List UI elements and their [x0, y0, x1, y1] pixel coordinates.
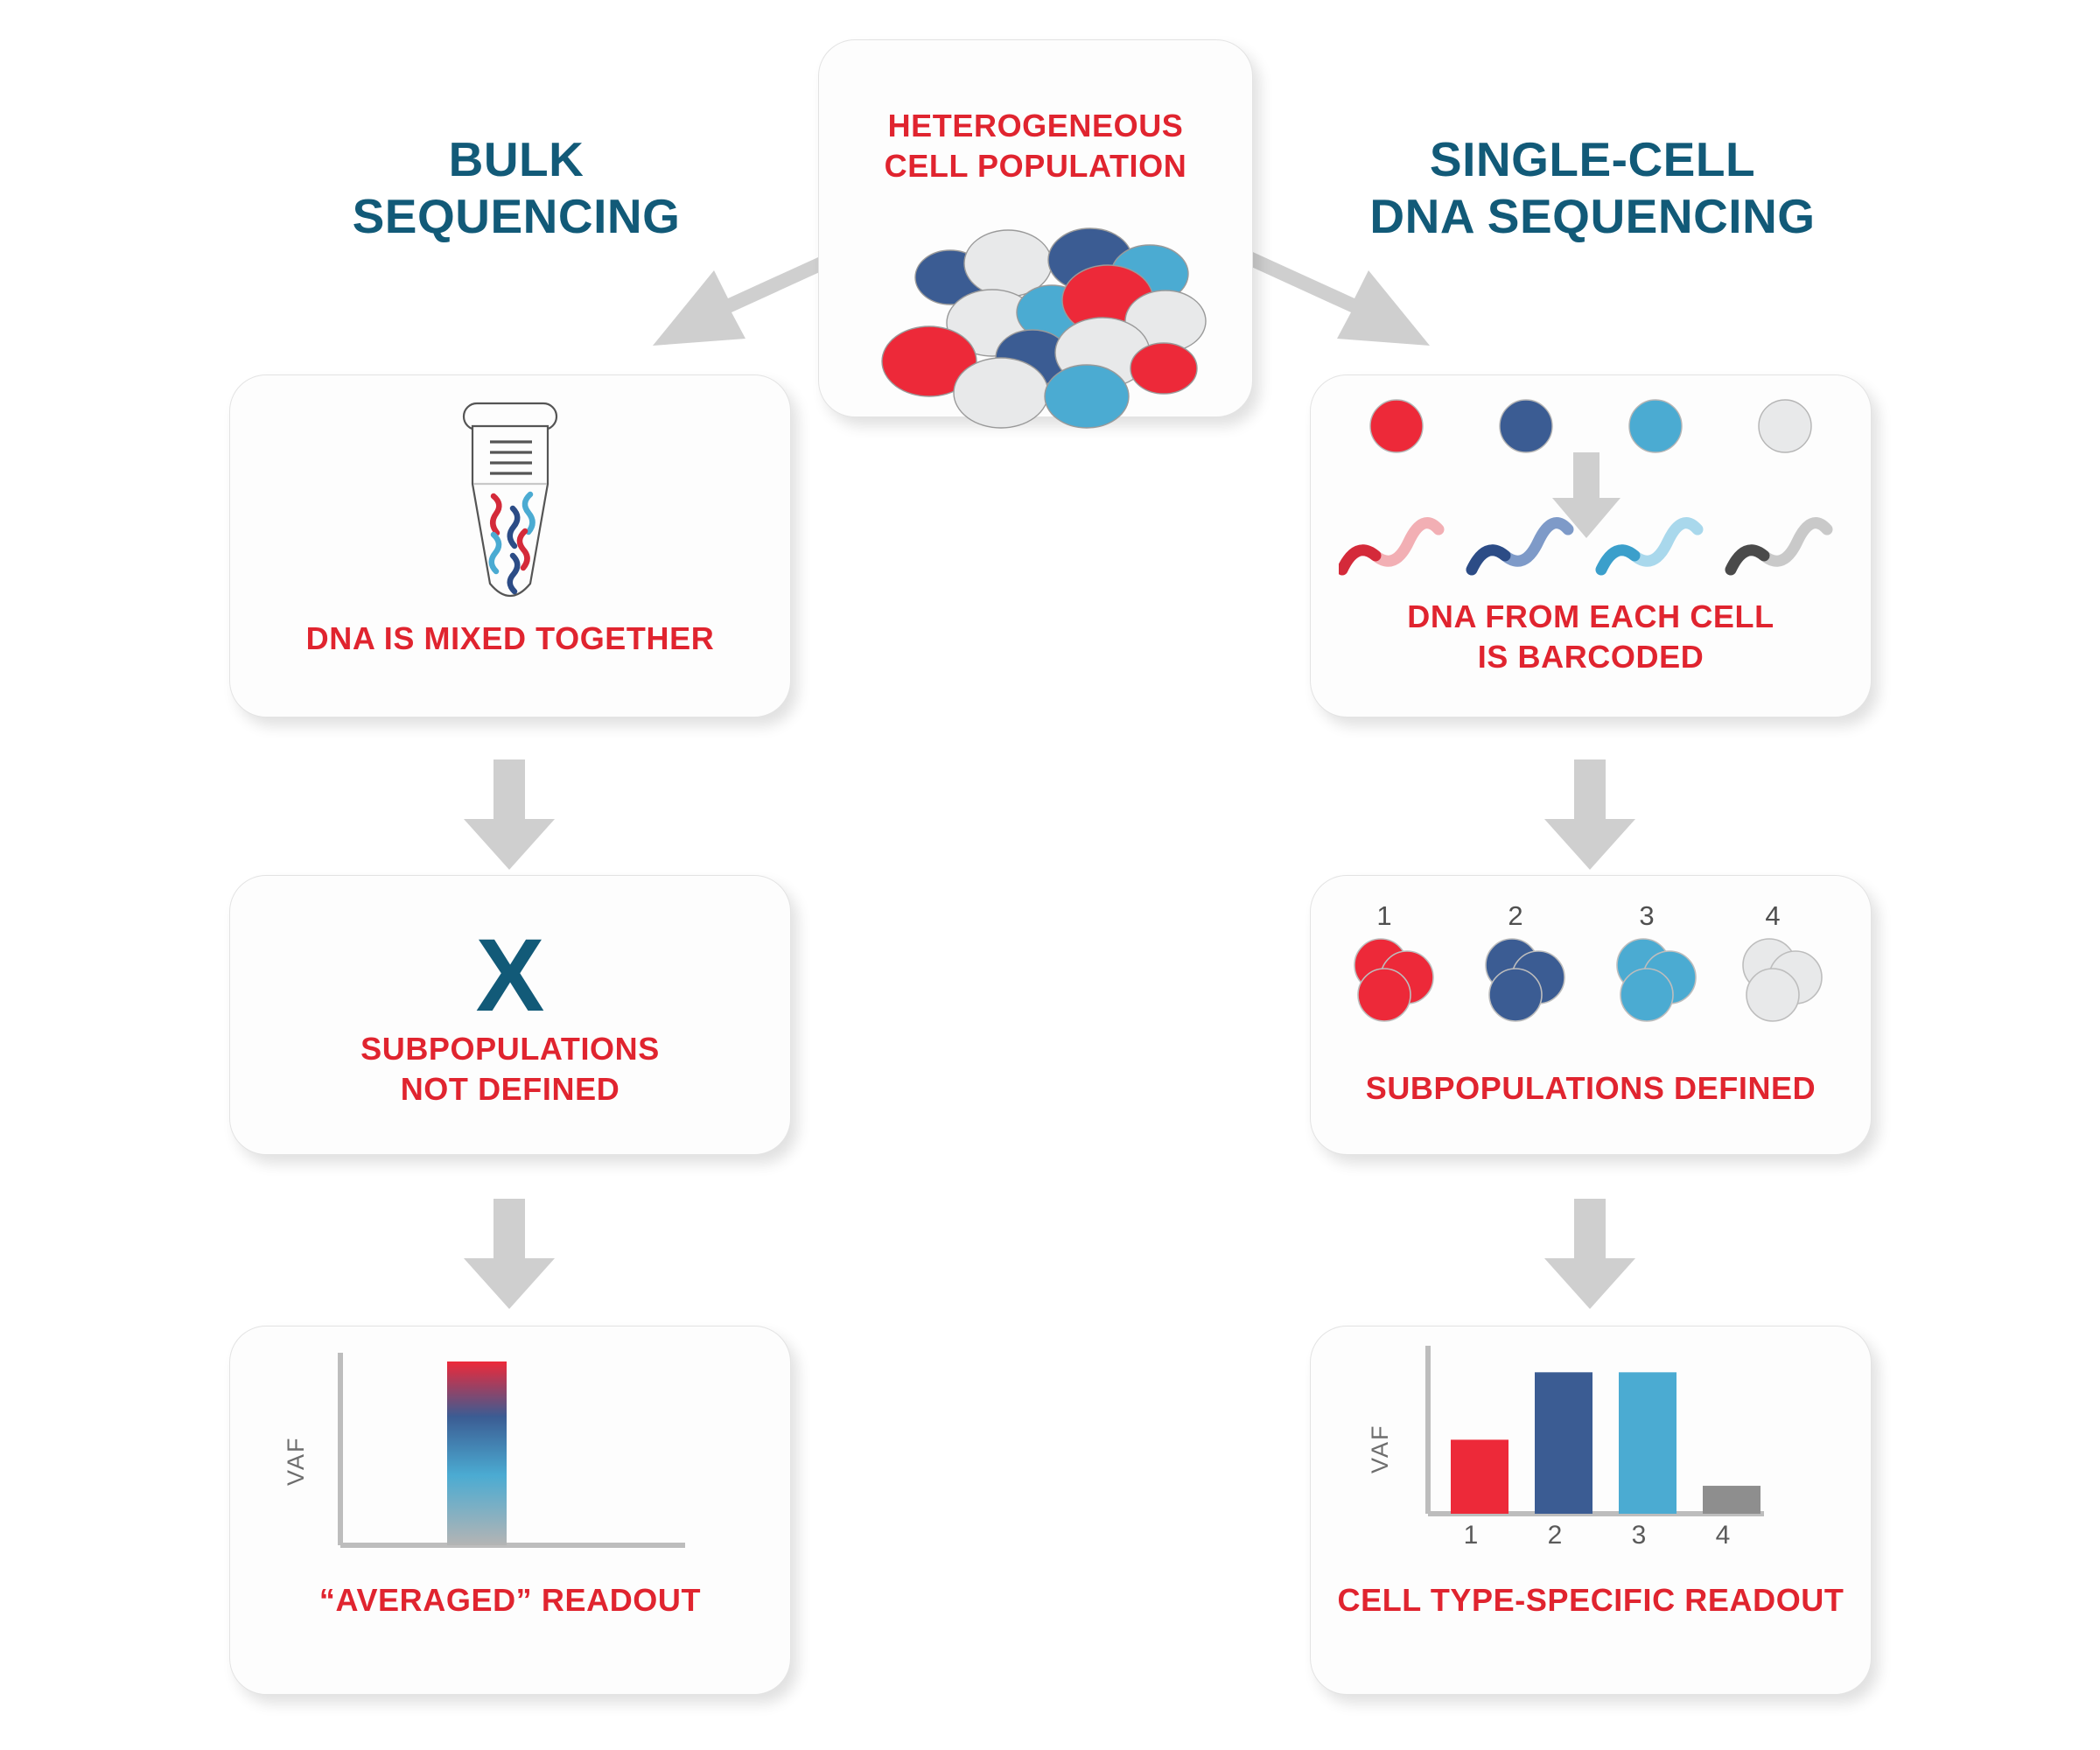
arrow-sc-2 — [1544, 1199, 1635, 1309]
vaf-bar-4 — [1703, 1486, 1760, 1514]
averaged-vaf-bar — [447, 1362, 507, 1545]
subpopulation-number-3: 3 — [1639, 900, 1655, 931]
cell-type-specific-readout-label: CELL TYPE-SPECIFIC READOUT — [1337, 1582, 1844, 1618]
cell-ellipse — [953, 357, 1049, 429]
subpopulation-cell — [1357, 968, 1411, 1022]
dna-barcode-segment — [1339, 544, 1382, 576]
dna-barcode-segment — [1466, 544, 1511, 576]
dna-barcoded-label: DNA FROM EACH CELL IS BARCODED — [1407, 598, 1774, 676]
barcoding-illustration — [1339, 399, 1833, 576]
subpopulation-cell — [1620, 968, 1674, 1022]
x-mark-icon: X — [475, 918, 545, 1033]
dna-mixed-label: DNA IS MIXED TOGETHER — [305, 620, 715, 656]
cell-type-specific-chart — [1425, 1346, 1764, 1516]
averaged-readout-card: “AVERAGED” READOUT VAF — [229, 1326, 791, 1695]
bulk-sequencing-heading: BULK SEQUENCING — [352, 132, 681, 243]
vaf-bar-3 — [1619, 1372, 1676, 1514]
x-tick-4: 4 — [1715, 1521, 1731, 1550]
heterogeneous-population-card: HETEROGENEOUS CELL POPULATION — [818, 39, 1253, 429]
x-tick-3: 3 — [1631, 1521, 1647, 1550]
single-cell-sequencing-heading: SINGLE-CELL DNA SEQUENCING — [1369, 132, 1816, 243]
subpopulations-defined-label: SUBPOPULATIONS DEFINED — [1365, 1070, 1816, 1106]
vaf-bar-1 — [1451, 1439, 1508, 1514]
dna-mixed-card: DNA IS MIXED TOGETHER — [229, 374, 791, 718]
dna-barcoded-card: DNA FROM EACH CELL IS BARCODED — [1310, 374, 1872, 718]
dna-barcode-segment — [1595, 544, 1641, 576]
vaf-bar-2 — [1535, 1372, 1592, 1514]
arrow-barcode-inner — [1552, 452, 1620, 538]
averaged-chart-y-axis-label: VAF — [283, 1436, 309, 1486]
subpopulation-number-1: 1 — [1376, 900, 1392, 931]
cell-gray-icon — [1758, 399, 1812, 453]
arrow-to-bulk — [653, 220, 854, 346]
averaged-readout-chart — [338, 1353, 685, 1548]
subpopulations-not-defined-card: X SUBPOPULATIONS NOT DEFINED — [229, 875, 791, 1155]
heterogeneous-population-label: HETEROGENEOUS CELL POPULATION — [884, 108, 1187, 185]
cell-ellipse — [881, 326, 977, 397]
subpopulations-defined-card: SUBPOPULATIONS DEFINED 1 2 3 4 — [1310, 875, 1872, 1155]
cell-type-specific-readout-card: CELL TYPE-SPECIFIC READOUT VAF 1 2 3 4 — [1310, 1326, 1872, 1695]
arrow-sc-1 — [1544, 760, 1635, 870]
subpopulation-cell — [1488, 968, 1543, 1022]
x-tick-1: 1 — [1463, 1521, 1479, 1550]
cell-red-icon — [1369, 399, 1424, 453]
arrow-bulk-1 — [464, 760, 555, 870]
dna-barcode-segment — [1725, 544, 1770, 576]
cell-navy-icon — [1499, 399, 1553, 453]
arrow-bulk-2 — [464, 1199, 555, 1309]
arrow-to-single-cell — [1228, 220, 1430, 346]
x-tick-2: 2 — [1547, 1521, 1563, 1550]
cell-ellipse — [1044, 364, 1130, 429]
subpopulations-not-defined-label: SUBPOPULATIONS NOT DEFINED — [360, 1031, 660, 1108]
subpopulation-number-4: 4 — [1765, 900, 1781, 931]
cell-ellipse — [1130, 342, 1198, 395]
subpopulation-clusters — [1354, 938, 1823, 1022]
subpopulation-cell — [1746, 968, 1800, 1022]
cell-lightblue-icon — [1628, 399, 1683, 453]
heterogeneous-cell-cluster-icon — [881, 228, 1207, 429]
eppendorf-tube-icon — [462, 402, 558, 598]
subpopulation-number-2: 2 — [1508, 900, 1523, 931]
averaged-readout-label: “AVERAGED” READOUT — [318, 1582, 702, 1618]
cell-type-chart-y-axis-label: VAF — [1367, 1424, 1393, 1474]
